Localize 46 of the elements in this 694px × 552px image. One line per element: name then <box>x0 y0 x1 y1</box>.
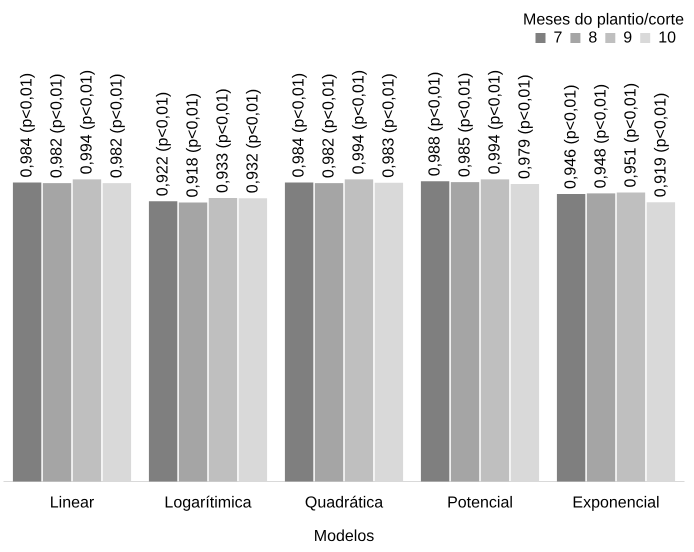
data-label: 0,919 (p<0,01) <box>652 92 670 198</box>
legend-title: Meses do plantio/corte <box>523 11 684 28</box>
data-label: 0,932 (p<0,01) <box>244 88 262 194</box>
legend-label: 9 <box>623 29 632 46</box>
data-label: 0,922 (p<0,01) <box>154 92 172 196</box>
data-label: 0,985 (p<0,01) <box>456 72 474 178</box>
bar <box>586 193 616 482</box>
data-label: 0,951 (p<0,01) <box>622 82 640 188</box>
x-tick-label: Linear <box>50 494 95 512</box>
bar <box>208 198 238 482</box>
x-tick-label: Logarítimica <box>164 494 252 512</box>
bar <box>42 183 72 482</box>
data-label: 0,946 (p<0,01) <box>562 84 580 190</box>
data-label: 0,933 (p<0,01) <box>214 88 232 193</box>
data-label: 0,983 (p<0,01) <box>380 73 398 178</box>
legend-label: 10 <box>658 29 676 46</box>
bar <box>344 179 374 482</box>
x-tick-label: Quadrática <box>304 494 384 512</box>
legend-label: 8 <box>588 29 598 46</box>
bar <box>420 181 450 482</box>
x-axis-title: Modelos <box>314 528 374 545</box>
bar <box>314 183 344 482</box>
bar <box>284 182 314 482</box>
bar <box>72 179 102 482</box>
bar <box>178 202 208 482</box>
data-label: 0,984 (p<0,01) <box>18 72 36 178</box>
data-label: 0,994 (p<0,01) <box>486 70 504 174</box>
data-label: 0,982 (p<0,01) <box>320 74 338 178</box>
x-tick-label: Potencial <box>447 494 513 512</box>
data-label: 0,984 (p<0,01) <box>290 72 308 178</box>
data-label: 0,948 (p<0,01) <box>592 84 610 188</box>
x-tick-label: Exponencial <box>572 494 660 512</box>
bar <box>556 194 586 482</box>
data-label: 0,982 (p<0,01) <box>48 74 66 178</box>
legend-label: 7 <box>554 29 563 46</box>
data-label: 0,988 (p<0,01) <box>426 72 444 176</box>
data-label: 0,982 (p<0,01) <box>108 74 126 178</box>
data-label: 0,994 (p<0,01) <box>78 70 96 174</box>
bar <box>148 201 178 482</box>
bar <box>450 182 480 482</box>
bar <box>616 192 646 482</box>
data-label: 0,979 (p<0,01) <box>516 74 534 179</box>
bar <box>12 182 42 482</box>
bar <box>480 179 510 482</box>
data-label: 0,918 (p<0,01) <box>184 92 202 198</box>
data-label: 0,994 (p<0,01) <box>350 70 368 174</box>
